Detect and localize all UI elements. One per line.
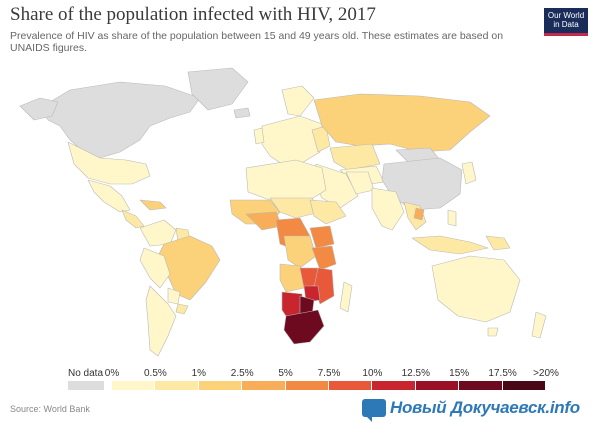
country-chile-argentina[interactable] [145,285,177,357]
country-madagascar[interactable] [339,281,353,313]
legend-bin[interactable] [372,381,415,390]
legend-bin[interactable] [459,381,502,390]
country-north-africa[interactable] [245,159,327,201]
legend-no-data-label: No data [68,368,104,379]
legend-bin[interactable] [155,381,198,390]
country-south-africa[interactable] [283,309,325,345]
watermark: Новый Докучаевск.info [362,398,580,422]
chart-title: Share of the population infected with HI… [10,4,376,25]
country-mexico[interactable] [87,179,131,213]
world-map[interactable] [0,60,599,360]
country-sahel[interactable] [269,197,321,219]
country-new-zealand[interactable] [531,311,547,339]
owid-logo[interactable]: Our World in Data [544,8,588,36]
legend-bin[interactable] [502,381,545,390]
country-scandinavia[interactable] [281,85,315,117]
country-png[interactable] [485,235,511,251]
country-uk-ireland[interactable] [253,127,265,145]
country-indonesia[interactable] [411,235,489,255]
country-tanzania[interactable] [311,245,337,271]
legend-bin[interactable] [285,381,328,390]
country-kazakhstan[interactable] [329,143,381,171]
legend-tick-label: 7.5% [317,368,341,379]
legend-tick-label: 10% [362,368,383,379]
country-horn-of-africa[interactable] [309,199,347,225]
country-peru-bolivia[interactable] [139,247,171,289]
legend-tick-label: 15% [449,368,470,379]
country-greenland[interactable] [187,67,249,111]
country-colombia-venezuela[interactable] [139,219,177,247]
country-philippines[interactable] [447,209,457,227]
legend-tick-label: 12.5% [401,368,430,379]
legend-tick-label: >20% [533,368,559,379]
country-north-america[interactable] [39,81,201,159]
legend-bin[interactable] [242,381,285,390]
country-central-america[interactable] [121,209,145,229]
country-russia[interactable] [313,93,491,153]
legend-tick-label: 1% [191,368,207,379]
country-eastern-europe[interactable] [311,125,331,153]
speech-bubble-icon [362,399,386,422]
source-note: Source: World Bank [10,404,90,414]
legend-bin[interactable] [415,381,459,390]
legend-tick-label: 0.5% [143,368,167,379]
legend-bin[interactable] [329,381,372,390]
country-thailand-myanmar[interactable] [413,207,425,221]
country-kenya-uganda[interactable] [309,225,335,249]
country-tasmania[interactable] [487,327,499,337]
country-usa[interactable] [67,141,151,185]
country-drc[interactable] [283,235,317,269]
legend-tick-label: 2.5% [230,368,254,379]
watermark-text: Новый Докучаевск.info [390,398,580,417]
logo-line-2: in Data [553,20,579,29]
country-caribbean[interactable] [139,199,167,211]
country-india[interactable] [371,187,405,231]
country-europe[interactable] [261,115,323,165]
legend-bin[interactable] [112,381,155,390]
country-iceland[interactable] [233,107,251,119]
country-uruguay[interactable] [175,303,189,315]
legend: No data 0% 0.5% 1% 2.5% 5% 7.5% 10% 12.5% 15% 17.… [68,368,559,408]
legend-tick-label: 0% [104,368,120,379]
logo-line-1: Our World [547,11,585,20]
chart-subtitle: Prevalence of HIV as share of the popula… [10,30,504,54]
legend-no-data-swatch[interactable] [68,381,104,390]
legend-bin[interactable] [198,381,242,390]
country-china[interactable] [381,157,463,211]
country-australia[interactable] [431,255,521,323]
country-angola[interactable] [279,263,305,293]
legend-tick-label: 17.5% [488,368,517,379]
country-korea-japan[interactable] [461,161,477,185]
country-alaska[interactable] [19,97,59,121]
legend-tick-label: 5% [278,368,293,379]
